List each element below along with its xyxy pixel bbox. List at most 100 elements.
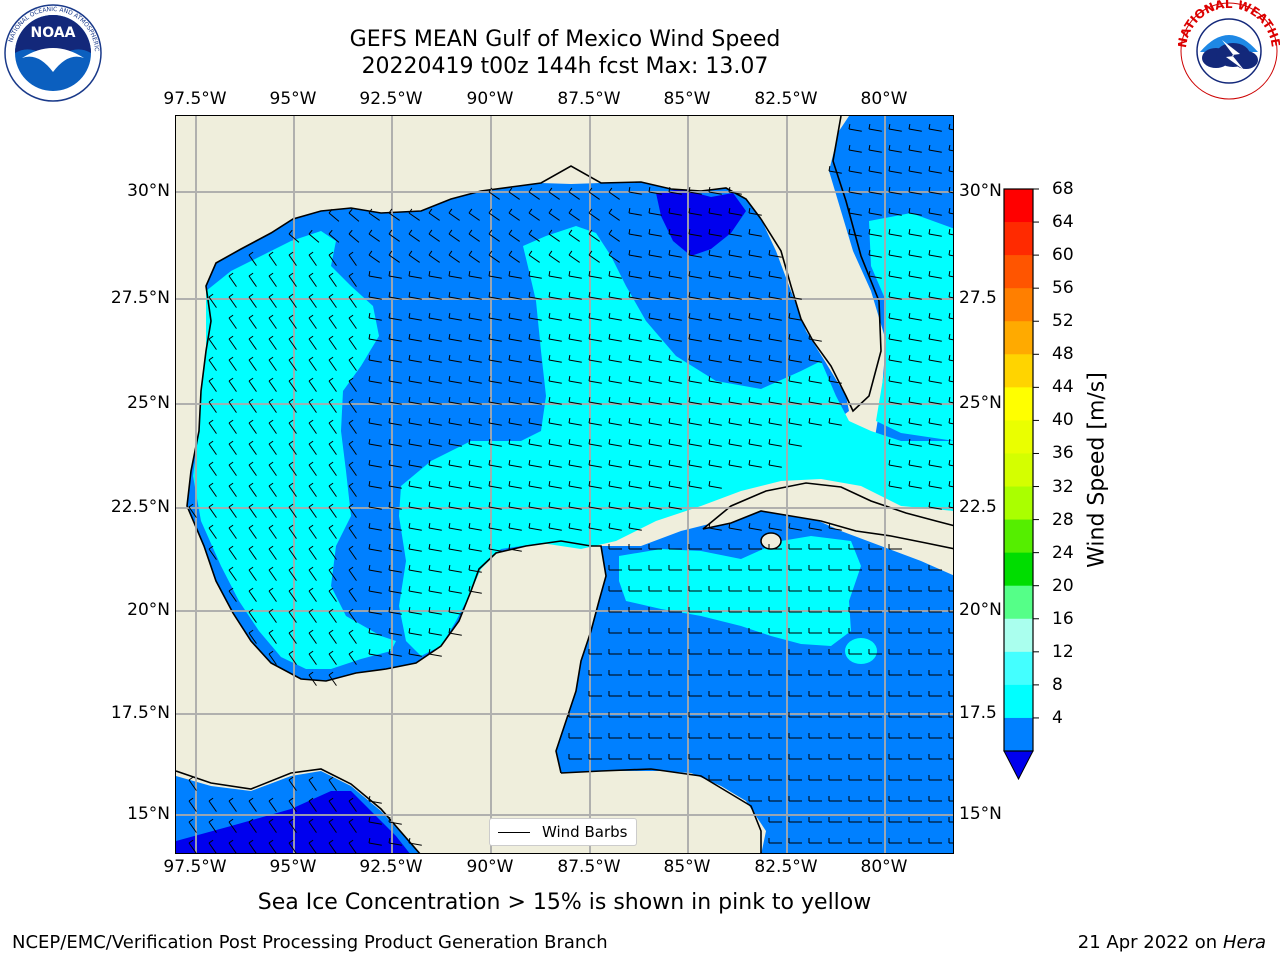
wind-barb <box>328 611 337 623</box>
wind-barb <box>728 254 742 258</box>
wind-barb <box>588 380 602 384</box>
wind-barb <box>208 296 217 308</box>
wind-barb <box>928 212 942 216</box>
wind-barb <box>268 527 277 539</box>
wind-barb <box>528 485 542 489</box>
wind-barb <box>308 821 317 833</box>
wind-barb <box>248 632 257 644</box>
wind-barb <box>368 338 382 342</box>
wind-barb <box>728 191 742 195</box>
wind-barb <box>288 527 297 539</box>
wind-barb <box>548 527 562 531</box>
wind-barb <box>288 632 297 644</box>
lat-label-left: 30°N <box>127 181 170 201</box>
wind-barb <box>628 401 642 405</box>
wind-barb <box>928 380 942 384</box>
wind-barb <box>348 275 357 287</box>
wind-barb <box>888 254 902 258</box>
wind-barb <box>548 506 562 510</box>
wind-barb <box>648 191 662 195</box>
wind-barb <box>348 233 360 243</box>
wind-barb <box>588 359 602 363</box>
wind-barb <box>448 359 462 363</box>
wind-barb <box>648 296 662 300</box>
wind-barb <box>348 527 357 539</box>
wind-barb <box>888 464 902 468</box>
wind-barb <box>708 317 722 321</box>
wind-barb <box>648 401 662 405</box>
wind-barb <box>528 338 542 342</box>
wind-barb <box>608 359 622 363</box>
wind-barb <box>348 380 357 392</box>
lat-label-right: 30°N <box>959 181 1002 201</box>
wind-barb <box>248 464 257 476</box>
wind-barb <box>288 380 297 392</box>
wind-barb <box>548 380 562 384</box>
wind-barb <box>688 212 702 216</box>
wind-barb <box>768 338 782 342</box>
wind-barb <box>408 485 422 489</box>
wind-barb <box>908 359 922 363</box>
wind-barb <box>928 506 942 510</box>
wind-barb <box>948 485 953 488</box>
wind-barb <box>268 338 277 350</box>
wind-barb <box>308 296 317 308</box>
wind-barb <box>188 821 197 833</box>
wind-barb <box>808 422 822 426</box>
wind-barb <box>888 233 902 237</box>
wind-barb <box>328 212 340 222</box>
wind-barb <box>928 317 942 321</box>
wind-barb <box>328 338 337 350</box>
wind-barb <box>588 212 600 221</box>
wind-barb <box>368 800 382 804</box>
wind-barb <box>448 254 460 263</box>
wind-barb <box>308 569 317 581</box>
wind-barb <box>788 317 802 321</box>
colorbar-swatch <box>1004 420 1033 454</box>
wind-barb <box>508 338 522 342</box>
wind-barb <box>768 359 782 363</box>
wind-barb <box>308 506 317 518</box>
cyan-patch <box>845 638 877 664</box>
wind-barb <box>308 527 317 539</box>
wind-barb <box>848 191 862 195</box>
wind-barb <box>928 401 942 405</box>
wind-barb <box>308 380 317 392</box>
wind-barb <box>908 485 922 489</box>
wind-barb <box>588 233 600 242</box>
wind-barb <box>208 422 217 434</box>
wind-barb <box>488 485 502 489</box>
wind-barb <box>448 212 460 221</box>
wind-barb <box>248 422 257 434</box>
wind-barb <box>368 632 382 636</box>
wind-barb <box>288 590 297 602</box>
wind-barb <box>928 338 942 342</box>
wind-barb <box>468 527 482 531</box>
wind-barb <box>488 212 500 221</box>
wind-barb <box>328 779 337 791</box>
chart-subtitle: 20220419 t00z 144h fcst Max: 13.07 <box>361 54 769 79</box>
wind-barb <box>248 611 257 623</box>
wind-barb <box>228 380 237 392</box>
wind-barb <box>388 569 402 573</box>
wind-barb <box>868 149 882 153</box>
wind-barb <box>268 821 277 833</box>
wind-barb <box>588 296 602 300</box>
wind-barb <box>628 485 642 489</box>
wind-barb <box>548 401 562 405</box>
footer-credit: NCEP/EMC/Verification Post Processing Pr… <box>12 932 608 953</box>
wind-barb <box>348 506 357 518</box>
wind-barb <box>228 296 237 308</box>
wind-barb <box>508 506 522 510</box>
wind-barb <box>728 527 742 531</box>
wind-barb <box>868 191 882 195</box>
pacific-coastline <box>176 768 421 853</box>
wind-barb <box>608 401 622 405</box>
wind-barb <box>708 527 722 531</box>
wind-barb <box>368 590 382 594</box>
wind-barb <box>608 191 620 200</box>
lon-label-top: 85°W <box>663 89 711 109</box>
lon-label-top: 82.5°W <box>754 89 818 109</box>
wind-barb <box>388 653 402 657</box>
wind-barb <box>268 254 277 266</box>
